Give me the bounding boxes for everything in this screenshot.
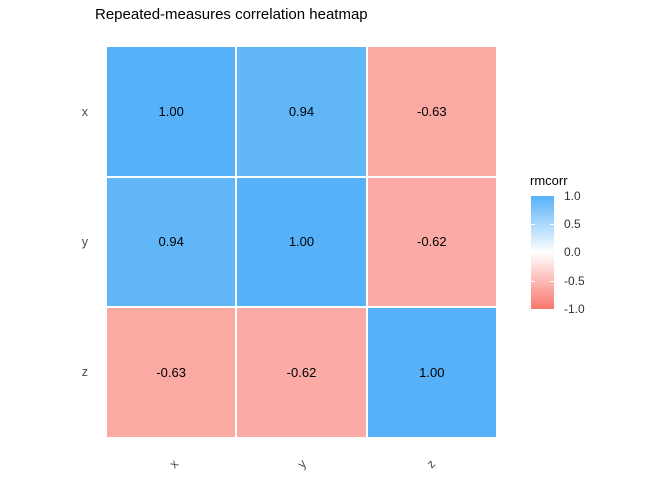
legend-tick-mark (531, 252, 535, 253)
x-axis-label-x: x (166, 456, 182, 472)
legend-label--1.0: -1.0 (564, 302, 585, 316)
heatmap-cell-xz: -0.63 (367, 47, 496, 176)
heatmap-cell-zz: 1.00 (367, 308, 496, 437)
legend-label-1.0: 1.0 (564, 189, 581, 203)
heatmap-grid: 1.00 0.94 -0.63 0.94 1.00 -0.62 -0.63 -0… (107, 47, 496, 437)
heatmap-cell-xx: 1.00 (107, 47, 236, 176)
legend-tick-mark (550, 281, 554, 282)
legend-label-0.5: 0.5 (564, 217, 581, 231)
legend-label-0.0: 0.0 (564, 245, 581, 259)
chart-title: Repeated-measures correlation heatmap (95, 6, 368, 23)
x-axis-label-y: y (294, 456, 310, 472)
legend-tick-mark (550, 224, 554, 225)
legend-gradient-bar (531, 196, 554, 309)
legend-tick-mark (531, 224, 535, 225)
heatmap-cell-zx: -0.63 (107, 308, 236, 437)
y-axis-label-y: y (81, 235, 88, 249)
legend-title: rmcorr (530, 173, 568, 188)
x-axis-label-z: z (423, 456, 439, 472)
legend-tick-mark (531, 281, 535, 282)
legend-label--0.5: -0.5 (564, 274, 585, 288)
y-axis-label-z: z (81, 365, 88, 379)
heatmap-cell-yy: 1.00 (237, 177, 366, 307)
heatmap-cell-yx: 0.94 (107, 177, 236, 307)
heatmap-cell-zy: -0.62 (237, 308, 366, 437)
legend-tick-mark (550, 252, 554, 253)
heatmap-cell-xy: 0.94 (237, 47, 366, 176)
heatmap-cell-yz: -0.62 (367, 177, 496, 307)
y-axis-label-x: x (81, 105, 88, 119)
